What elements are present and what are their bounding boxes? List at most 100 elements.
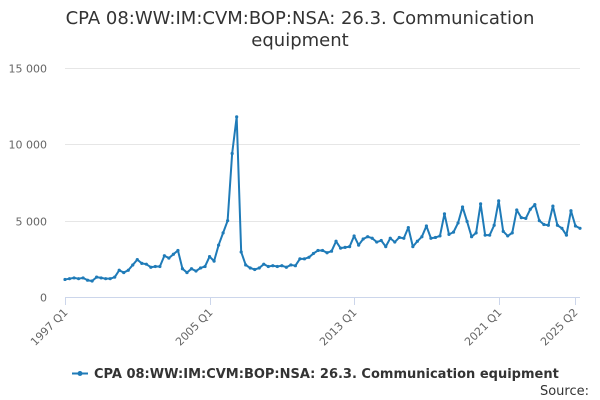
data-point[interactable] bbox=[235, 115, 239, 119]
data-point[interactable] bbox=[411, 245, 415, 249]
data-point[interactable] bbox=[144, 262, 148, 266]
data-point[interactable] bbox=[501, 229, 505, 233]
data-point[interactable] bbox=[117, 268, 121, 272]
data-point[interactable] bbox=[460, 205, 465, 209]
data-point[interactable] bbox=[569, 209, 573, 213]
data-point[interactable] bbox=[307, 255, 311, 259]
data-point[interactable] bbox=[370, 236, 374, 240]
data-point[interactable] bbox=[302, 257, 307, 261]
data-point[interactable] bbox=[149, 265, 153, 269]
data-point[interactable] bbox=[158, 264, 162, 269]
data-point[interactable] bbox=[293, 264, 297, 268]
data-point[interactable] bbox=[185, 270, 189, 275]
data-point[interactable] bbox=[438, 234, 442, 238]
data-point[interactable] bbox=[325, 251, 329, 255]
data-point[interactable] bbox=[573, 224, 578, 228]
data-point[interactable] bbox=[63, 277, 67, 282]
data-point[interactable] bbox=[167, 256, 171, 260]
data-point[interactable] bbox=[528, 207, 532, 211]
data-point[interactable] bbox=[90, 279, 94, 283]
data-point[interactable] bbox=[81, 276, 85, 280]
data-point[interactable] bbox=[140, 261, 144, 266]
data-point[interactable] bbox=[361, 237, 365, 241]
data-point[interactable] bbox=[207, 254, 212, 259]
data-point[interactable] bbox=[338, 246, 343, 250]
data-point[interactable] bbox=[469, 235, 474, 239]
data-point[interactable] bbox=[113, 275, 117, 279]
data-point[interactable] bbox=[510, 231, 514, 235]
data-point[interactable] bbox=[171, 252, 176, 256]
data-point[interactable] bbox=[262, 262, 266, 266]
data-point[interactable] bbox=[212, 259, 216, 263]
data-point[interactable] bbox=[153, 264, 157, 269]
data-point[interactable] bbox=[217, 243, 221, 247]
data-point[interactable] bbox=[198, 266, 203, 270]
data-point[interactable] bbox=[397, 235, 401, 240]
data-point[interactable] bbox=[275, 264, 279, 269]
data-point[interactable] bbox=[329, 249, 334, 253]
data-point[interactable] bbox=[578, 226, 582, 230]
data-point[interactable] bbox=[555, 223, 560, 227]
data-point[interactable] bbox=[447, 232, 451, 237]
data-point[interactable] bbox=[433, 235, 438, 240]
data-point[interactable] bbox=[135, 258, 139, 262]
data-point[interactable] bbox=[67, 277, 72, 281]
data-point[interactable] bbox=[497, 199, 501, 203]
data-point[interactable] bbox=[131, 263, 135, 267]
data-point[interactable] bbox=[442, 212, 447, 216]
data-point[interactable] bbox=[406, 225, 410, 230]
data-point[interactable] bbox=[280, 264, 284, 268]
data-point[interactable] bbox=[221, 231, 225, 235]
data-point[interactable] bbox=[560, 226, 564, 230]
data-point[interactable] bbox=[320, 248, 325, 253]
data-point[interactable] bbox=[542, 222, 546, 227]
data-point[interactable] bbox=[474, 231, 478, 235]
data-point[interactable] bbox=[162, 254, 166, 258]
legend[interactable]: CPA 08:WW:IM:CVM:BOP:NSA: 26.3. Communic… bbox=[72, 367, 559, 382]
data-point[interactable] bbox=[384, 245, 388, 249]
data-point[interactable] bbox=[76, 277, 81, 281]
data-point[interactable] bbox=[253, 267, 257, 272]
data-point[interactable] bbox=[375, 240, 379, 244]
data-point[interactable] bbox=[492, 223, 496, 227]
data-point[interactable] bbox=[289, 263, 293, 267]
data-point[interactable] bbox=[239, 250, 243, 254]
data-point[interactable] bbox=[284, 265, 288, 269]
data-point[interactable] bbox=[108, 277, 112, 281]
data-point[interactable] bbox=[99, 276, 103, 280]
data-point[interactable] bbox=[266, 264, 270, 269]
data-point[interactable] bbox=[479, 202, 483, 206]
data-point[interactable] bbox=[104, 277, 108, 281]
data-point[interactable] bbox=[415, 239, 419, 243]
data-point[interactable] bbox=[402, 236, 406, 240]
data-point[interactable] bbox=[95, 275, 99, 279]
data-point[interactable] bbox=[524, 216, 528, 220]
data-point[interactable] bbox=[379, 238, 383, 243]
data-point[interactable] bbox=[226, 219, 230, 223]
data-point[interactable] bbox=[515, 208, 519, 212]
data-point[interactable] bbox=[248, 266, 252, 270]
data-point[interactable] bbox=[429, 236, 433, 240]
data-point[interactable] bbox=[366, 235, 370, 239]
data-point[interactable] bbox=[393, 240, 397, 244]
data-point[interactable] bbox=[388, 236, 392, 240]
data-point[interactable] bbox=[203, 264, 207, 269]
data-point[interactable] bbox=[533, 203, 537, 207]
data-point[interactable] bbox=[357, 243, 361, 247]
data-point[interactable] bbox=[176, 248, 180, 253]
source-label[interactable]: Source: bbox=[540, 384, 589, 399]
data-point[interactable] bbox=[189, 267, 194, 271]
data-point[interactable] bbox=[271, 264, 275, 268]
data-point[interactable] bbox=[72, 276, 76, 280]
data-point[interactable] bbox=[546, 223, 550, 227]
data-point[interactable] bbox=[488, 233, 492, 237]
data-point[interactable] bbox=[244, 263, 248, 267]
data-point[interactable] bbox=[194, 269, 198, 273]
data-point[interactable] bbox=[180, 267, 185, 271]
data-point[interactable] bbox=[483, 233, 487, 237]
data-point[interactable] bbox=[506, 234, 510, 238]
data-point[interactable] bbox=[230, 151, 234, 156]
data-point[interactable] bbox=[420, 235, 424, 239]
data-point[interactable] bbox=[456, 221, 460, 225]
data-point[interactable] bbox=[348, 245, 352, 249]
